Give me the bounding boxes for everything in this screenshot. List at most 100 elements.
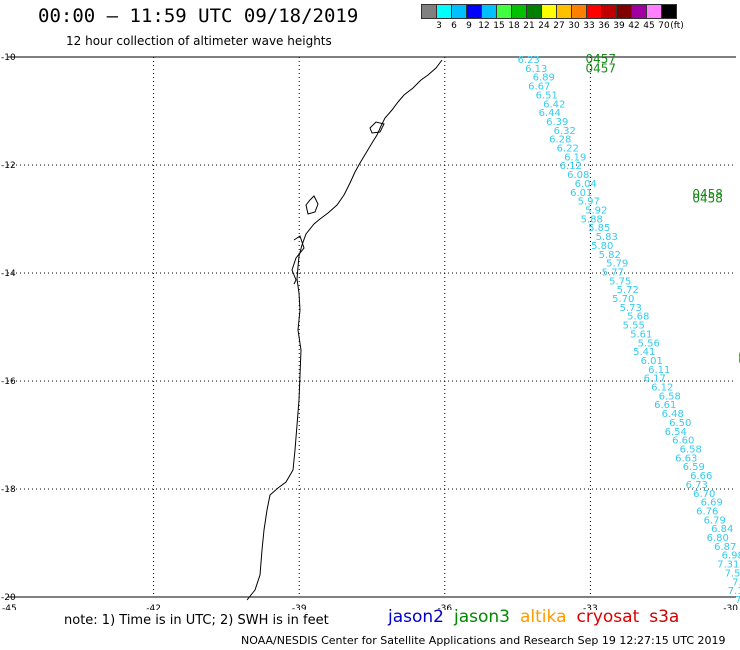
wave-height-value: 6.58 xyxy=(680,445,702,456)
wave-height-value: 5.80 xyxy=(591,241,613,252)
lon-tick-label: -30 xyxy=(723,604,738,610)
wave-height-value: 6.54 xyxy=(665,427,687,438)
legend-label: 45 xyxy=(643,21,655,31)
wave-height-value: 6.60 xyxy=(672,436,694,447)
legend-label: 21 xyxy=(523,21,535,31)
satellite-s3a: s3a xyxy=(649,607,680,627)
wave-height-value: 6.58 xyxy=(659,391,681,402)
wave-height-value: 6.28 xyxy=(549,135,571,146)
wave-height-value: 6.73 xyxy=(686,480,708,491)
island xyxy=(291,235,305,285)
footer-credit: NOAA/NESDIS Center for Satellite Applica… xyxy=(241,634,726,647)
wave-height-value: 6.01 xyxy=(641,356,663,367)
pass-time-label: 0459 xyxy=(738,353,740,367)
legend-label: 33 xyxy=(583,21,595,31)
wave-height-value: 6.79 xyxy=(704,515,726,526)
wave-height-value: 6.51 xyxy=(536,90,558,101)
legend-label: 9 xyxy=(466,21,472,31)
wave-height-value: 6.32 xyxy=(554,126,576,137)
satellite-legend: jason2 jason3 altika cryosat s3a xyxy=(388,607,689,627)
wave-height-value: 5.56 xyxy=(638,338,660,349)
wave-height-value: 5.77 xyxy=(602,267,624,278)
wave-height-value: 7.2 xyxy=(732,577,740,588)
legend-label: 30 xyxy=(568,21,580,31)
page-title: 00:00 – 11:59 UTC 09/18/2019 xyxy=(38,5,359,27)
wave-height-value: 7.31 xyxy=(717,560,739,571)
wave-height-value: 7.1 xyxy=(728,586,740,597)
wave-height-value: 6.17 xyxy=(644,374,666,385)
wave-height-value: 5.97 xyxy=(578,197,600,208)
note-text: note: 1) Time is in UTC; 2) SWH is in fe… xyxy=(64,613,329,628)
wave-height-value: 6.63 xyxy=(675,453,697,464)
lon-tick-label: -42 xyxy=(146,604,161,610)
legend-label: 27 xyxy=(553,21,565,31)
wave-height-value: 5.70 xyxy=(612,294,634,305)
wave-height-value: 6.89 xyxy=(533,73,555,84)
lon-tick-label: -39 xyxy=(292,604,307,610)
wave-height-value: 6.76 xyxy=(696,506,718,517)
wave-height-value: 6.04 xyxy=(575,179,597,190)
satellite-jason2: jason2 xyxy=(388,607,444,627)
wave-height-value: 6.66 xyxy=(690,471,712,482)
wave-height-value: 5.85 xyxy=(588,223,610,234)
pass-time-label: 0457 xyxy=(586,62,617,76)
wave-height-value: 5.72 xyxy=(617,285,639,296)
wave-height-value: 5.55 xyxy=(623,321,645,332)
wave-height-value: 6.98 xyxy=(722,551,740,562)
wave-height-value: 6.50 xyxy=(669,418,691,429)
wave-height-value: 6.59 xyxy=(683,462,705,473)
pass-time-label: 0458 xyxy=(692,191,723,205)
wave-height-value: 5.82 xyxy=(599,250,621,261)
wave-height-value: 5.88 xyxy=(581,214,603,225)
satellite-altika: altika xyxy=(520,607,567,627)
lat-tick-label: -16 xyxy=(1,377,16,387)
wave-height-value: 6.80 xyxy=(707,533,729,544)
legend-label: 39 xyxy=(613,21,625,31)
island xyxy=(305,195,319,215)
lat-tick-label: -14 xyxy=(1,269,16,279)
wave-height-value: 5.73 xyxy=(620,303,642,314)
coastline xyxy=(246,59,443,601)
satellite-cryosat: cryosat xyxy=(576,607,640,627)
wave-height-value: 5.68 xyxy=(627,312,649,323)
legend-label: 70 xyxy=(658,21,670,31)
wave-height-value: 5.41 xyxy=(633,347,655,358)
pass-time-label: 0457 xyxy=(586,52,617,66)
legend-label: 3 xyxy=(436,21,442,31)
wave-height-value: 6.11 xyxy=(648,365,670,376)
wave-height-value: 5.79 xyxy=(606,259,628,270)
wave-height-value: 6.84 xyxy=(711,524,733,535)
lon-tick-label: -45 xyxy=(2,604,17,610)
wave-height-value: 6.39 xyxy=(546,117,568,128)
legend-label: 24 xyxy=(538,21,550,31)
pass-time-label: 0458 xyxy=(692,187,723,201)
island xyxy=(369,121,385,134)
lat-tick-label: -18 xyxy=(1,485,16,495)
wave-height-value: 5.75 xyxy=(609,276,631,287)
legend-swatch xyxy=(661,4,677,19)
lat-tick-label: -20 xyxy=(1,593,16,603)
lat-tick-label: -10 xyxy=(1,53,16,63)
wave-height-value: 6.12 xyxy=(560,161,582,172)
legend-unit: (ft) xyxy=(670,21,684,31)
wave-height-value: 6.23 xyxy=(518,55,540,66)
wave-height-value: 6.69 xyxy=(701,498,723,509)
lon-tick-label: -36 xyxy=(437,604,452,610)
wave-height-value: 6.19 xyxy=(564,152,586,163)
lon-tick-label: -33 xyxy=(583,604,598,610)
wave-height-value: 6.22 xyxy=(557,144,579,155)
wave-height-value: 6.12 xyxy=(651,383,673,394)
legend-label: 42 xyxy=(628,21,640,31)
legend-label: 18 xyxy=(508,21,520,31)
wave-height-value: 5.92 xyxy=(585,205,607,216)
pass-time-label: 0459 xyxy=(738,349,740,363)
wave-height-value: 6.87 xyxy=(714,542,736,553)
wave-height-value: 5.61 xyxy=(630,329,652,340)
page-subtitle: 12 hour collection of altimeter wave hei… xyxy=(66,34,332,48)
wave-height-value: 6.01 xyxy=(570,188,592,199)
satellite-jason3: jason3 xyxy=(454,607,510,627)
color-legend xyxy=(421,4,677,19)
legend-label: 6 xyxy=(451,21,457,31)
wave-height-value: 6.61 xyxy=(654,400,676,411)
wave-height-value: 5.83 xyxy=(596,232,618,243)
